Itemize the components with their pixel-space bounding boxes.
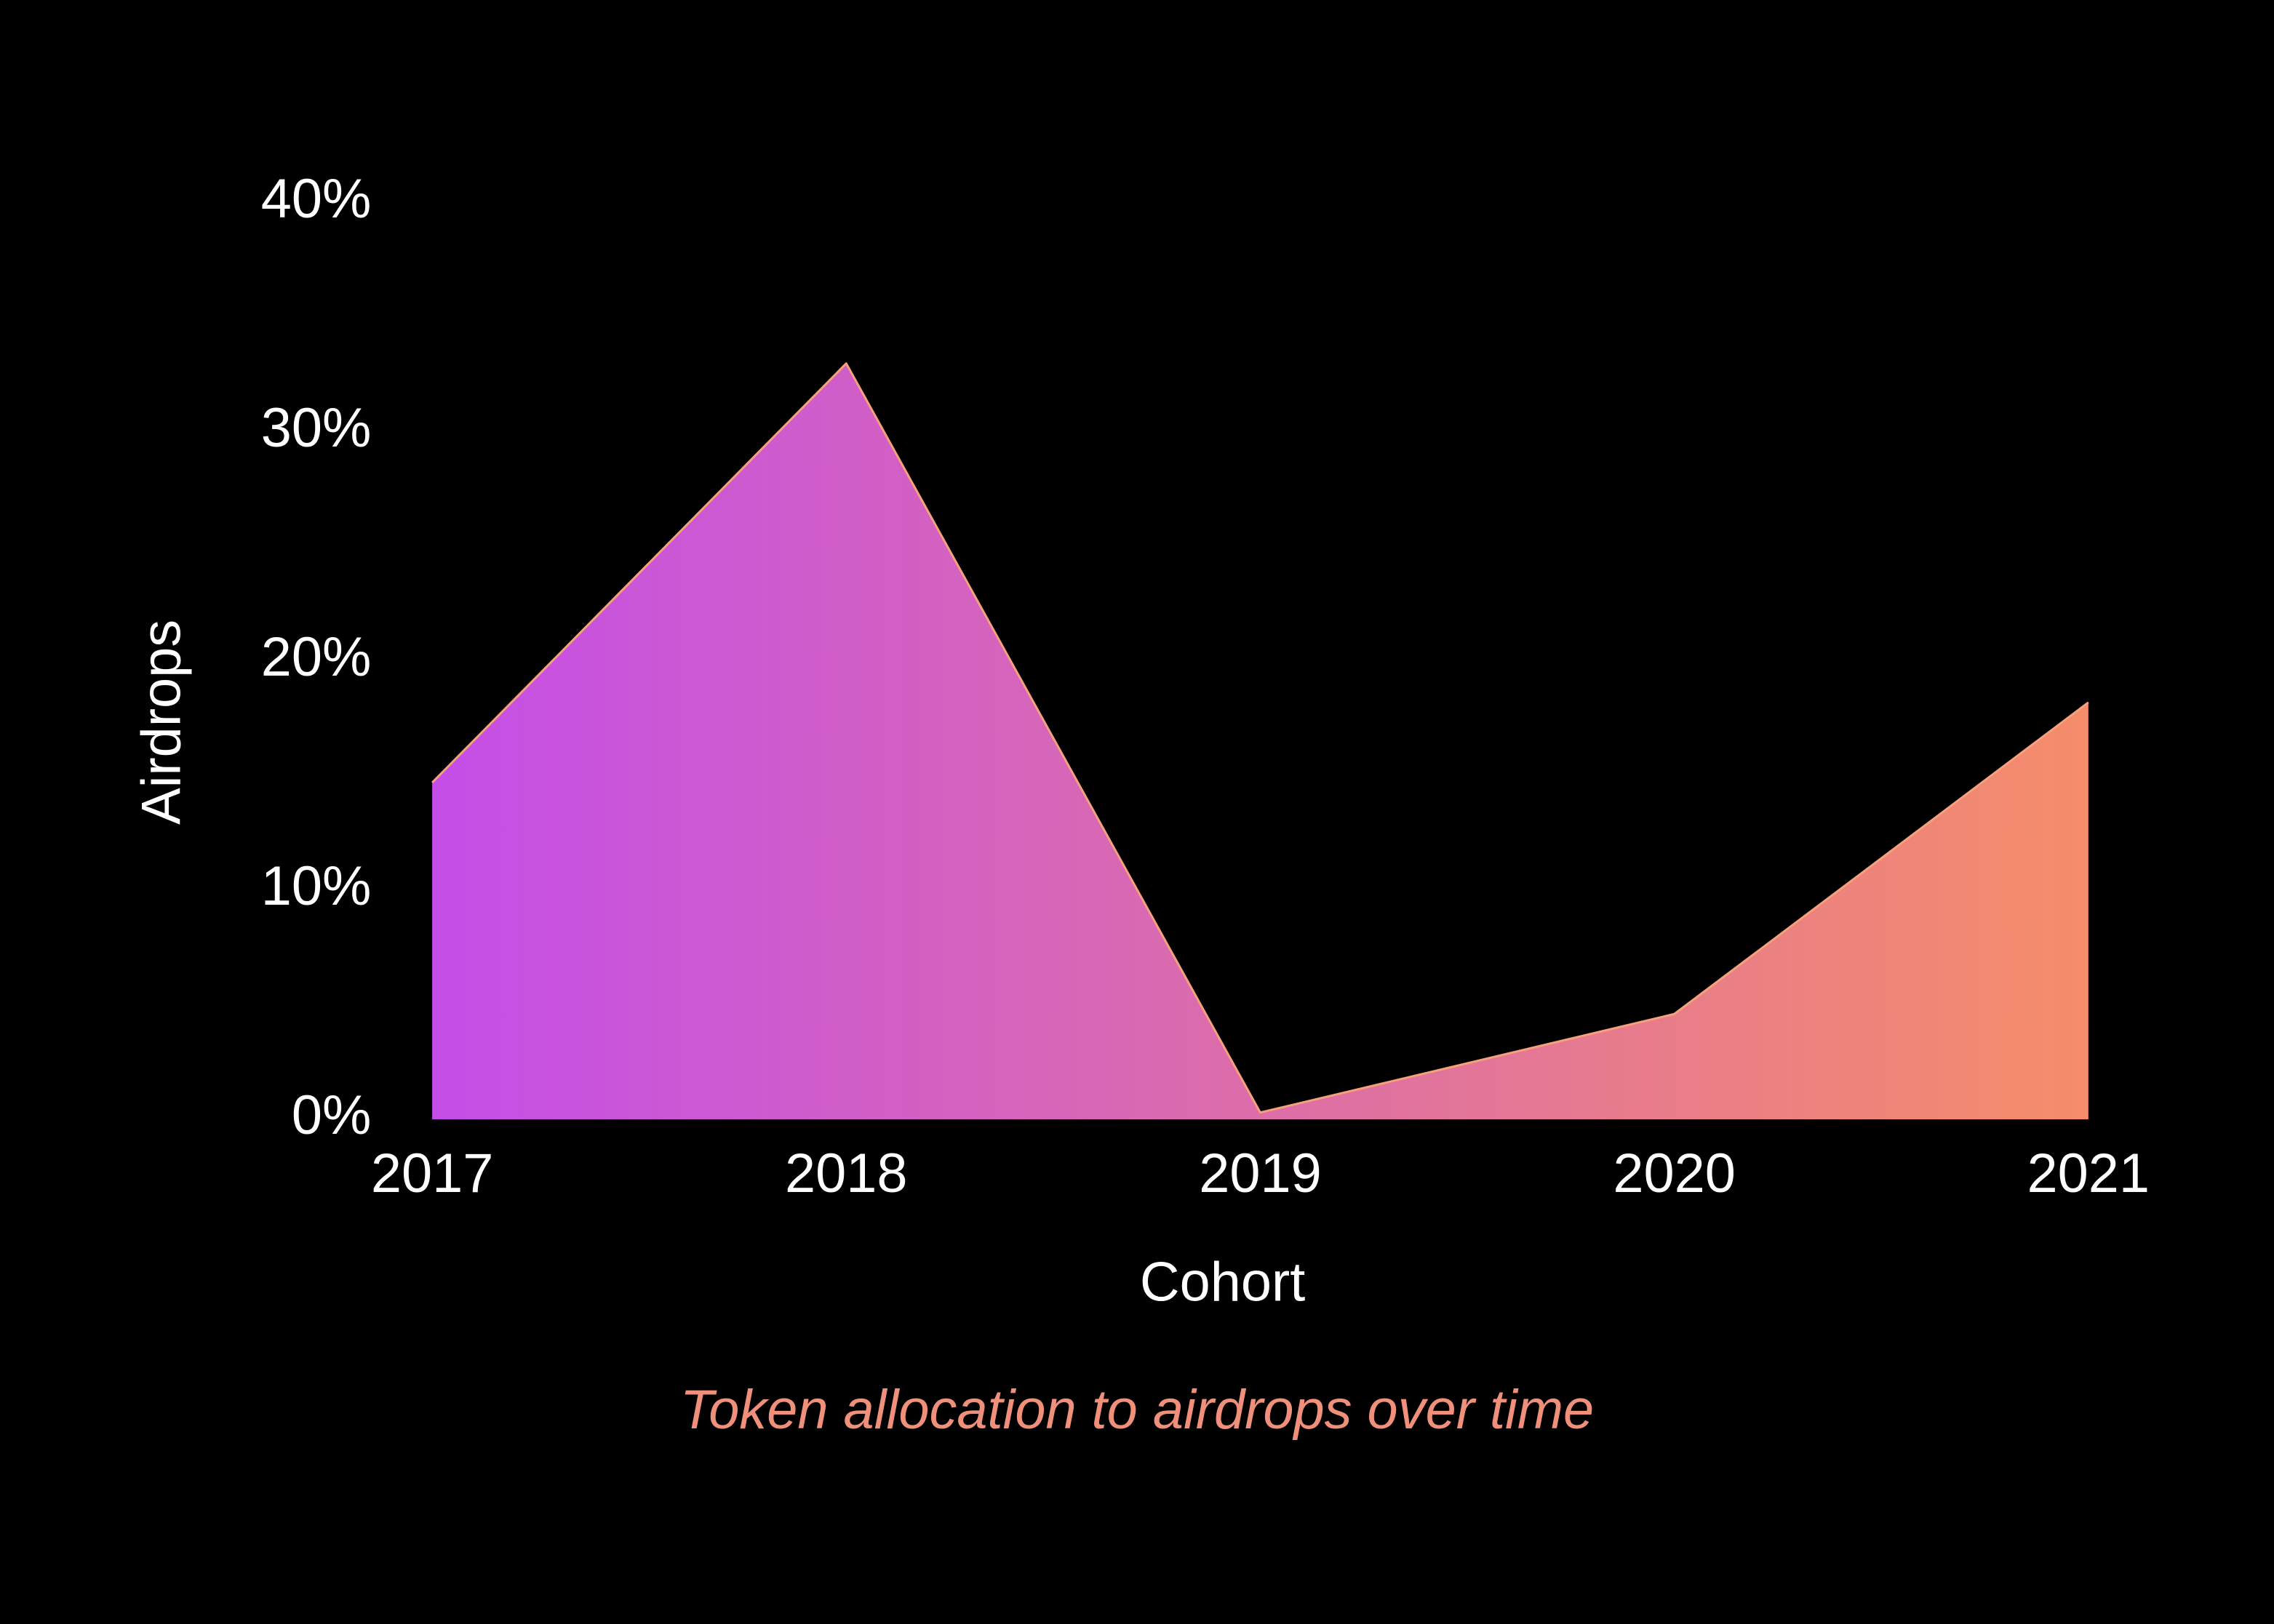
y-tick-label: 30% [261, 397, 372, 459]
x-tick-label: 2017 [371, 1143, 494, 1204]
chart-caption: Token allocation to airdrops over time [680, 1379, 1594, 1441]
area [432, 363, 2089, 1120]
y-tick-label: 0% [292, 1084, 371, 1146]
x-tick-label: 2020 [1613, 1143, 1736, 1204]
x-tick-label: 2021 [2027, 1143, 2150, 1204]
area-line [431, 362, 2089, 1114]
x-tick-label: 2018 [785, 1143, 908, 1204]
x-tick-label: 2019 [1199, 1143, 1322, 1204]
y-axis-label: Airdrops [130, 620, 192, 825]
y-tick-label: 40% [261, 168, 372, 230]
y-tick-label: 10% [261, 855, 372, 917]
x-axis-label: Cohort [1140, 1251, 1305, 1313]
y-tick-label: 20% [261, 626, 372, 688]
